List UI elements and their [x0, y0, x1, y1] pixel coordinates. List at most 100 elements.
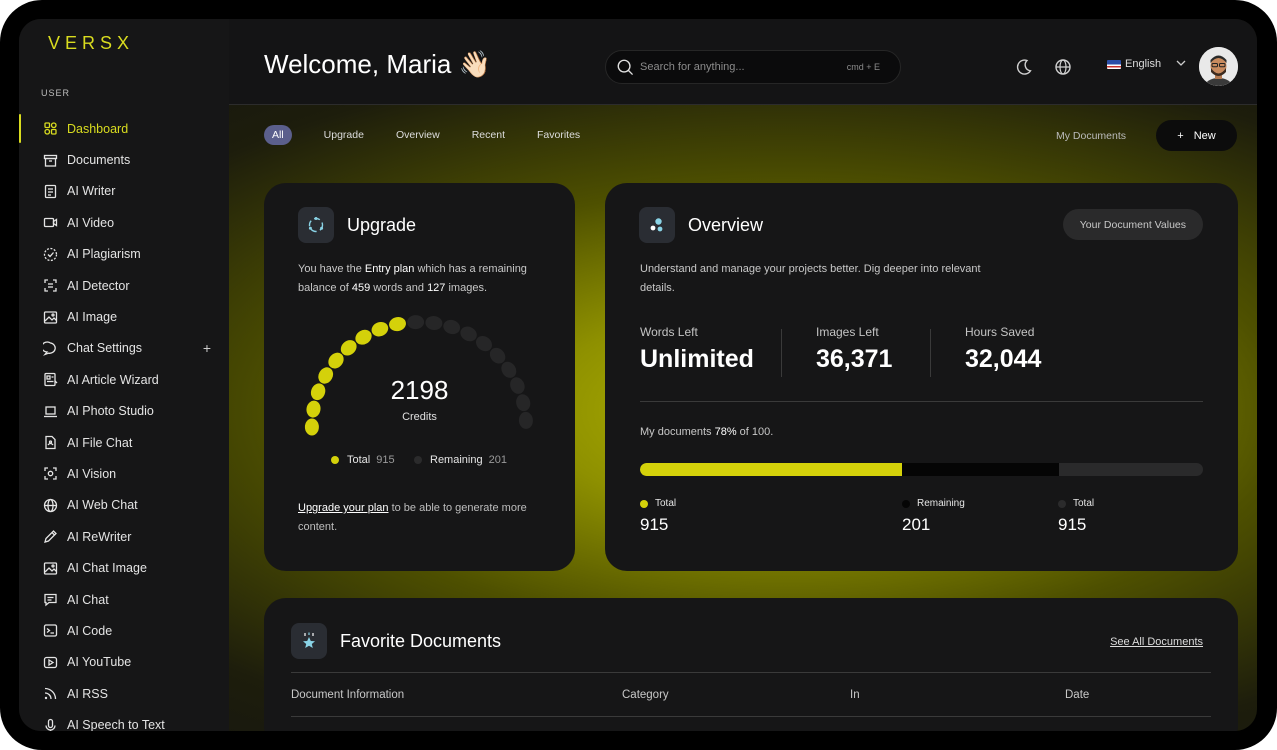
image-icon	[43, 561, 58, 576]
language-selector[interactable]: English	[1107, 58, 1187, 70]
sidebar-item-ai-vision[interactable]: AI Vision	[19, 458, 229, 489]
legend-dot	[902, 499, 910, 508]
stat-label: Images Left	[816, 325, 879, 339]
sidebar: VERSX USER Dashboard Documents AI Writer AI…	[19, 19, 229, 731]
sidebar-item-ai-video[interactable]: AI Video	[19, 207, 229, 238]
upgrade-plan-link[interactable]: Upgrade your plan	[298, 502, 389, 514]
column-header[interactable]: Document Information	[291, 689, 405, 701]
sidebar-item-ai-plagiarism[interactable]: AI Plagiarism	[19, 239, 229, 270]
stat-value: 36,371	[816, 345, 893, 373]
stat-images-left: Images Left 36,371	[816, 325, 892, 374]
sidebar-item-ai-chat[interactable]: AI Chat	[19, 584, 229, 615]
sidebar-section-title: USER	[41, 88, 71, 98]
sidebar-item-documents[interactable]: Documents	[19, 144, 229, 175]
tab-overview[interactable]: Overview	[395, 129, 440, 141]
gauge-dot-empty	[516, 394, 531, 412]
sidebar-nav: Dashboard Documents AI Writer AI Video AI Pl…	[19, 113, 229, 731]
legend-dot	[1058, 499, 1066, 508]
sidebar-item-label: AI Writer	[67, 184, 116, 199]
documents-progress-bar	[640, 463, 1203, 476]
moon-icon[interactable]	[1014, 57, 1034, 77]
sidebar-item-ai-writer[interactable]: AI Writer	[19, 176, 229, 207]
tab-all[interactable]: All	[264, 125, 292, 145]
upgrade-text-1: You have the	[298, 263, 365, 275]
gauge-dot-empty	[476, 336, 492, 352]
column-header[interactable]: Category	[622, 689, 669, 701]
tab-upgrade[interactable]: Upgrade	[323, 129, 364, 141]
sidebar-item-ai-rewriter[interactable]: AI ReWriter	[19, 521, 229, 552]
overview-title: Overview	[688, 215, 764, 235]
chevron-down-icon	[1176, 60, 1186, 66]
credits-value: 2198	[390, 375, 449, 405]
play-icon	[43, 655, 58, 670]
upgrade-title: Upgrade	[347, 215, 417, 235]
gauge-dot-empty	[489, 347, 506, 364]
tab-recent[interactable]: Recent	[471, 129, 505, 141]
add-icon[interactable]: +	[202, 340, 211, 357]
sidebar-item-label: AI Code	[67, 623, 113, 638]
sidebar-item-label: AI Video	[67, 215, 115, 230]
bar-legend-total: Total 915	[640, 498, 676, 535]
sidebar-item-ai-speech-to-text[interactable]: AI Speech to Text	[19, 709, 229, 731]
stat-value: 32,044	[965, 345, 1042, 373]
upgrade-text-4: images.	[445, 282, 487, 294]
sidebar-item-ai-web-chat[interactable]: AI Web Chat	[19, 490, 229, 521]
favorite-documents-card: Favorite Documents See All Documents Doc…	[264, 598, 1238, 731]
file-icon	[43, 435, 58, 450]
user-avatar[interactable]	[1199, 47, 1238, 86]
new-button[interactable]: + New	[1156, 120, 1237, 151]
sidebar-item-label: AI Chat	[67, 592, 109, 607]
globe-icon[interactable]	[1053, 57, 1073, 77]
sidebar-item-label: AI Vision	[67, 466, 117, 481]
rss-icon	[43, 686, 58, 701]
sidebar-item-ai-youtube[interactable]: AI YouTube	[19, 647, 229, 678]
gauge-dot-filled	[355, 329, 372, 345]
sidebar-item-ai-chat-image[interactable]: AI Chat Image	[19, 552, 229, 583]
gauge-dot-empty	[425, 315, 443, 331]
sidebar-item-ai-code[interactable]: AI Code	[19, 615, 229, 646]
favorites-icon-box	[291, 623, 327, 659]
search-input[interactable]: Search for anything...	[640, 61, 745, 73]
words-remaining: 459	[351, 282, 371, 294]
gauge-dot-filled	[328, 352, 344, 369]
document-values-button[interactable]: Your Document Values	[1062, 209, 1203, 240]
bubbles-icon	[650, 218, 663, 232]
sidebar-item-label: AI Plagiarism	[67, 247, 141, 262]
overview-description: Understand and manage your projects bett…	[640, 263, 981, 294]
app-screen: VERSX USER Dashboard Documents AI Writer AI…	[19, 19, 1257, 731]
sidebar-item-ai-file-chat[interactable]: AI File Chat	[19, 427, 229, 458]
gauge-dot-filled	[371, 321, 389, 337]
sidebar-item-ai-photo-studio[interactable]: AI Photo Studio	[19, 396, 229, 427]
bar-legend-remaining: Remaining 201	[902, 498, 965, 535]
terminal-icon	[43, 623, 58, 638]
laptop-icon	[43, 404, 58, 419]
stat-hours-saved: Hours Saved 32,044	[965, 325, 1041, 374]
favorites-table-header: Document Information Category In Date	[291, 672, 1211, 717]
total-label: Total	[347, 454, 371, 466]
column-header[interactable]: In	[850, 689, 860, 701]
sidebar-item-label: AI File Chat	[67, 435, 133, 450]
upgrade-text-3: words and	[370, 282, 428, 294]
see-all-documents-link[interactable]: See All Documents	[1110, 636, 1203, 648]
sidebar-item-ai-image[interactable]: AI Image	[19, 301, 229, 332]
tab-favorites[interactable]: Favorites	[537, 129, 581, 141]
sidebar-item-ai-rss[interactable]: AI RSS	[19, 678, 229, 709]
sidebar-item-chat-settings[interactable]: Chat Settings +	[19, 333, 229, 364]
sidebar-item-ai-detector[interactable]: AI Detector	[19, 270, 229, 301]
upgrade-footer-text: to be able to generate more content.	[298, 502, 527, 533]
sidebar-item-ai-article-wizard[interactable]: AI Article Wizard	[19, 364, 229, 395]
sidebar-item-dashboard[interactable]: Dashboard	[19, 113, 229, 144]
overview-card: Overview Your Document Values Understand…	[605, 183, 1238, 571]
search-bar[interactable]: Search for anything... cmd + E	[605, 50, 901, 84]
plan-name: Entry plan	[364, 263, 415, 275]
welcome-text: Welcome, Maria	[264, 49, 452, 79]
upgrade-text-2: which has a remaining balance of	[298, 263, 527, 294]
column-header[interactable]: Date	[1065, 689, 1090, 701]
upgrade-card: Upgrade You have the Entry plan which ha…	[264, 183, 575, 571]
document-icon	[43, 184, 58, 199]
my-documents-link[interactable]: My Documents	[1056, 130, 1127, 142]
brand-logo[interactable]: VERSX	[48, 33, 135, 53]
upgrade-footer: Upgrade your plan to be able to generate…	[298, 499, 548, 537]
sidebar-item-label: AI Article Wizard	[67, 372, 159, 387]
